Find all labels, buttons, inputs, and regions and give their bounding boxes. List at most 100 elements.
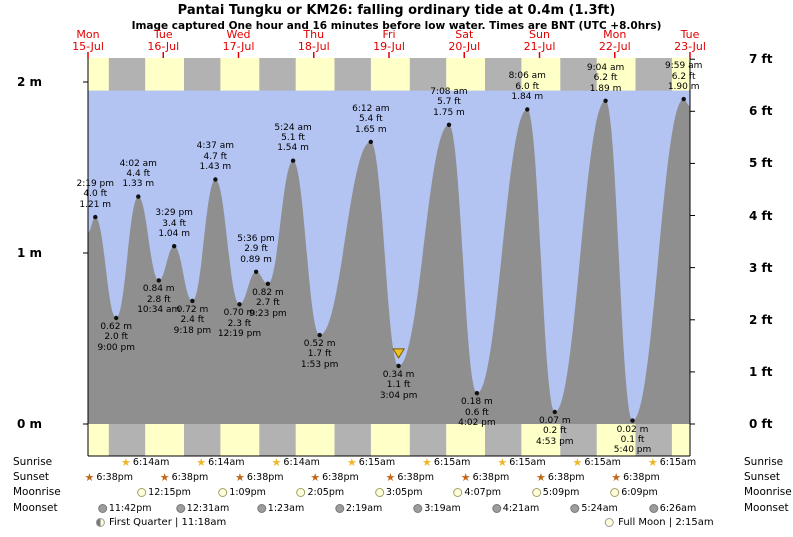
- page-title: Pantai Tungku or KM26: falling ordinary …: [177, 3, 616, 18]
- annotation-line: 2.9 ft: [244, 244, 268, 255]
- tide-extreme-dot: [474, 391, 480, 396]
- annotation-line: 1.90 m: [667, 81, 700, 92]
- sunrise-time: 6:15am: [358, 457, 396, 468]
- day-name: Tue: [680, 28, 700, 41]
- tide-annotation-high: 5:36 pm 2.9 ft 0.89 m: [237, 234, 275, 265]
- tide-extreme-dot: [681, 96, 686, 102]
- tide-extreme-dot: [114, 315, 119, 321]
- moonrise-time: 2:05pm: [307, 487, 345, 498]
- sunrise-entry: ★ 6:14am: [272, 457, 320, 468]
- full-moon-note: Full Moon | 2:15am: [605, 517, 714, 528]
- tide-extreme-dot: [265, 281, 271, 286]
- astro-row-label-right: Sunset: [744, 471, 781, 483]
- annotation-line: 2.3 ft: [227, 318, 252, 329]
- day-name: Mon: [76, 28, 100, 41]
- sunset-icon: ★: [84, 471, 95, 484]
- y-axis-label-ft: 3 ft: [749, 260, 773, 275]
- sunrise-entry: ★ 6:15am: [573, 457, 621, 468]
- tide-annotation-low: 0.62 m 2.0 ft 9:00 pm: [97, 322, 135, 353]
- tide-annotation-high: 8:06 am 6.0 ft 1.84 m: [509, 71, 546, 102]
- astro-row-label-left: Sunrise: [13, 456, 53, 468]
- annotation-line: 1.1 ft: [386, 380, 411, 391]
- moonset-icon: [570, 504, 580, 513]
- day-label: Mon 15-Jul: [72, 29, 104, 52]
- moonset-icon: [491, 504, 501, 513]
- sunset-entry: ★ 6:38pm: [611, 472, 660, 483]
- moonset-entry: 12:31am: [175, 503, 229, 514]
- tide-annotation-high: 9:04 am 6.2 ft 1.89 m: [587, 63, 624, 94]
- annotation-line: 0.18 m: [461, 397, 493, 408]
- day-label: Fri 19-Jul: [373, 29, 405, 52]
- annotation-line: 1.75 m: [433, 107, 465, 118]
- day-date: 23-Jul: [674, 39, 706, 53]
- tide-annotation-high: 6:12 am 5.4 ft 1.65 m: [352, 104, 389, 135]
- tide-annotation-high: 9:59 am 6.2 ft 1.90 m: [665, 61, 702, 92]
- sunset-entry: ★ 6:38pm: [310, 472, 359, 483]
- day-date: 16-Jul: [147, 39, 180, 53]
- annotation-line: 1.65 m: [354, 124, 387, 135]
- tide-annotation-low: 0.07 m 0.2 ft 4:53 pm: [536, 416, 574, 447]
- annotation-line: 6.2 ft: [671, 71, 696, 82]
- sunset-entry: ★ 6:38pm: [160, 472, 209, 483]
- y-axis-label-ft: 2 ft: [749, 312, 773, 327]
- tide-extreme-dot: [172, 244, 177, 249]
- moonset-entry: 4:21am: [491, 503, 539, 514]
- first-quarter-moon-note: First Quarter | 11:18am: [95, 517, 227, 528]
- annotation-line: 0.62 m: [100, 321, 133, 332]
- tide-extreme-dot: [552, 409, 557, 415]
- y-axis-label-ft: 4 ft: [749, 208, 773, 223]
- moonset-entry: 1:23am: [256, 503, 304, 514]
- annotation-line: 6.2 ft: [593, 73, 618, 84]
- sunset-icon: ★: [536, 471, 546, 484]
- sunrise-time: 6:15am: [509, 457, 546, 468]
- annotation-line: 4:53 pm: [536, 436, 574, 447]
- moonset-icon: [413, 504, 423, 513]
- day-date: 18-Jul: [297, 39, 330, 53]
- moonset-icon: [256, 504, 266, 513]
- tide-annotation-high: 3:29 pm 3.4 ft 1.04 m: [155, 208, 193, 239]
- annotation-line: 12:19 pm: [217, 329, 262, 340]
- tide-annotation-low: 0.82 m 2.7 ft 9:23 pm: [249, 288, 287, 319]
- tide-annotation-low: 0.02 m 0.1 ft 5:40 pm: [614, 425, 652, 456]
- day-name: Tue: [153, 28, 173, 41]
- tide-extreme-dot: [136, 194, 141, 199]
- moonrise-time: 5:09pm: [542, 487, 580, 498]
- sunrise-time: 6:14am: [208, 457, 245, 468]
- annotation-line: 0.1 ft: [620, 434, 645, 445]
- sunrise-time: 6:15am: [433, 457, 471, 468]
- day-date: 15-Jul: [72, 39, 104, 53]
- sunset-time: 6:38pm: [623, 472, 660, 483]
- tide-extreme-dot: [237, 302, 242, 307]
- sunrise-icon: ★: [572, 456, 583, 469]
- moonrise-time: 1:09pm: [229, 487, 266, 498]
- sunrise-icon: ★: [196, 456, 207, 469]
- moonrise-time: 6:09pm: [621, 487, 658, 498]
- annotation-line: 7:08 am: [430, 86, 468, 97]
- full-moon-label: Full Moon | 2:15am: [618, 517, 714, 528]
- full-moon-icon: [605, 518, 615, 527]
- annotation-line: 0.34 m: [382, 369, 415, 380]
- day-label: Thu 18-Jul: [298, 29, 330, 52]
- moonrise-time: 4:07pm: [464, 487, 501, 498]
- page-subtitle: Image captured One hour and 16 minutes b…: [131, 20, 662, 32]
- day-date: 21-Jul: [523, 39, 556, 53]
- moonset-time: 3:19am: [424, 503, 461, 514]
- astro-row-label-left: Moonset: [13, 502, 58, 514]
- tide-extreme-dot: [253, 269, 259, 274]
- moonrise-entry: 12:15pm: [137, 487, 191, 498]
- sunset-entry: ★ 6:38pm: [536, 472, 585, 483]
- annotation-line: 4.7 ft: [203, 151, 228, 162]
- annotation-line: 9:18 pm: [173, 325, 212, 336]
- sunset-entry: ★ 6:38pm: [461, 472, 510, 483]
- first-quarter-moon-icon: [95, 518, 105, 527]
- y-axis-label-ft: 0 ft: [749, 417, 773, 431]
- first-quarter-moon-label: First Quarter | 11:18am: [108, 517, 227, 528]
- moonset-entry: 2:19am: [334, 503, 382, 514]
- day-date: 19-Jul: [373, 39, 405, 53]
- annotation-line: 1:53 pm: [300, 359, 339, 370]
- tide-extreme-dot: [290, 158, 296, 163]
- moonrise-entry: 2:05pm: [296, 487, 344, 498]
- tide-annotation-low: 0.70 m 2.3 ft 12:19 pm: [218, 308, 261, 339]
